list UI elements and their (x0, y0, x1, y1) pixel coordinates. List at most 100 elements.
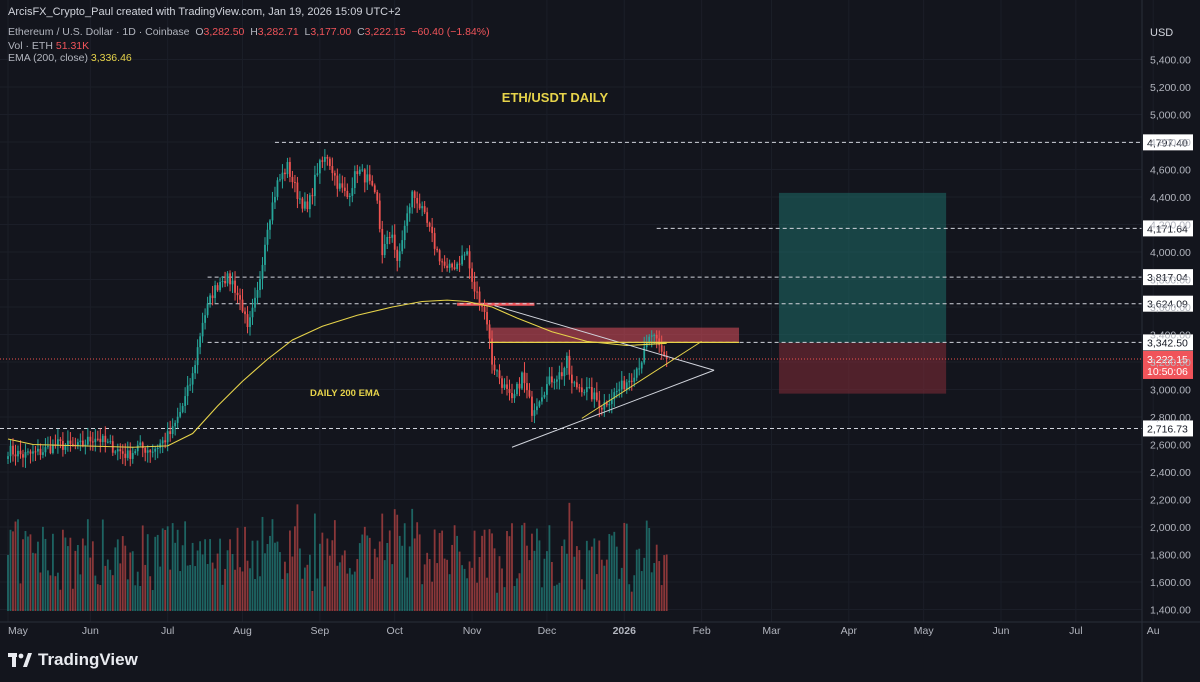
volume-bar (219, 538, 221, 611)
candle-body (496, 370, 498, 372)
candle-body (34, 451, 37, 453)
trendlines[interactable] (489, 305, 740, 448)
candle-body (503, 384, 506, 388)
time-tick-label: Dec (538, 625, 557, 637)
volume-bar (570, 521, 573, 611)
volume-bar (628, 584, 631, 611)
candle-body (69, 440, 72, 444)
time-tick-label: Feb (693, 625, 711, 637)
volume-bar (331, 540, 334, 611)
price-axis[interactable]: USD 1,400.00 1,600.00 1,800.00 2,000.00 2,200… (1141, 0, 1191, 682)
currency-label[interactable]: USD (1150, 27, 1173, 39)
long-position-tool[interactable] (778, 192, 947, 394)
candle-body (174, 422, 177, 427)
volume-bar (318, 543, 321, 611)
volume-bar (585, 540, 588, 611)
candle-body (378, 200, 381, 229)
candle-body (638, 368, 641, 370)
volume-bar (598, 540, 601, 611)
volume-bar (154, 536, 157, 611)
candle-body (463, 254, 466, 256)
ema-value: 3,336.46 (90, 52, 132, 64)
candle-body (526, 383, 528, 391)
ema-legend[interactable]: EMA (200, close) 3,336.46 (8, 52, 132, 64)
volume-bar (32, 552, 34, 611)
price-tick-label: 3,400.00 (1150, 330, 1191, 342)
time-axis[interactable]: May Jun Jul Aug Sep Oct Nov Dec 2026 Feb Mar Apr May… (0, 621, 1200, 637)
candle-body (17, 450, 19, 457)
volume-bar (436, 563, 439, 611)
volume-bar (22, 539, 24, 611)
candle-body (513, 394, 516, 399)
volume-bar (264, 553, 266, 611)
candle-body (9, 445, 12, 457)
position-stop-zone[interactable] (778, 342, 947, 394)
candle-body (331, 166, 334, 174)
volume-bar (403, 523, 406, 611)
volume-legend[interactable]: Vol · ETH 51.31K (8, 40, 89, 52)
volume-bar (266, 543, 269, 611)
horizontal-levels[interactable]: 4,797.40 4,171.64 3,817.04 3,624.09 3,342.50… (0, 134, 1193, 437)
volume-bar (116, 539, 119, 611)
volume-bar (81, 538, 84, 611)
price-tick-label: 3,000.00 (1150, 385, 1191, 397)
volume-bar (381, 513, 384, 611)
tradingview-logo[interactable]: TradingView (8, 650, 138, 670)
volume-bar (29, 534, 32, 611)
triangle-lower-line[interactable] (511, 369, 715, 448)
candle-body (229, 273, 231, 285)
volume-bar (171, 523, 174, 611)
volume-bar (71, 588, 74, 611)
volume-bar (441, 530, 444, 611)
volume-bar (396, 514, 399, 611)
volume-bar (57, 572, 59, 611)
volume-bar (600, 559, 603, 611)
volume-bar (521, 525, 523, 611)
candle-body (101, 435, 104, 443)
candle-body (341, 183, 344, 188)
volume-bar (246, 560, 249, 611)
candle-body (443, 261, 446, 266)
ema-200-line (7, 299, 667, 448)
candle-body (533, 410, 536, 416)
position-target-zone[interactable] (778, 192, 947, 343)
candle-body (585, 387, 588, 393)
support-trendline[interactable] (581, 340, 702, 419)
volume-bar (74, 550, 77, 611)
volume-bar (17, 519, 19, 611)
volume-bar (136, 571, 139, 611)
volume-bar (583, 589, 586, 611)
volume-bar (52, 533, 54, 611)
candle-body (620, 380, 623, 390)
price-tick-label: 3,200.00 (1150, 357, 1191, 369)
volume-bar (423, 564, 426, 611)
candle-body (406, 213, 409, 226)
volume-bar (19, 583, 22, 611)
volume-bar (96, 584, 99, 611)
candle-body (39, 448, 42, 455)
triangle-upper-line[interactable] (494, 305, 715, 371)
volume-bar (665, 554, 668, 611)
volume-bar (605, 559, 608, 611)
price-tick-label: 1,800.00 (1150, 550, 1191, 562)
volume-bar (426, 552, 429, 611)
candle-body (42, 452, 44, 455)
volume-bar (560, 546, 563, 611)
volume-bar (376, 557, 379, 611)
level-label-box (1143, 220, 1193, 237)
volume-bar (476, 582, 478, 611)
ohlc-low: 3,177.00 (310, 26, 352, 38)
candle-body (408, 207, 411, 214)
volume-bar (216, 553, 219, 611)
volume-bar (131, 551, 134, 611)
candle-body (22, 454, 24, 458)
volume-bar (199, 541, 202, 611)
candle-body (615, 390, 618, 393)
candle-body (119, 449, 122, 452)
volume-bar (578, 550, 581, 611)
volume-bar (406, 577, 409, 611)
bar-countdown-label: 10:50:06 (1147, 366, 1188, 378)
candle-body (299, 198, 301, 200)
candle-body (201, 322, 204, 337)
